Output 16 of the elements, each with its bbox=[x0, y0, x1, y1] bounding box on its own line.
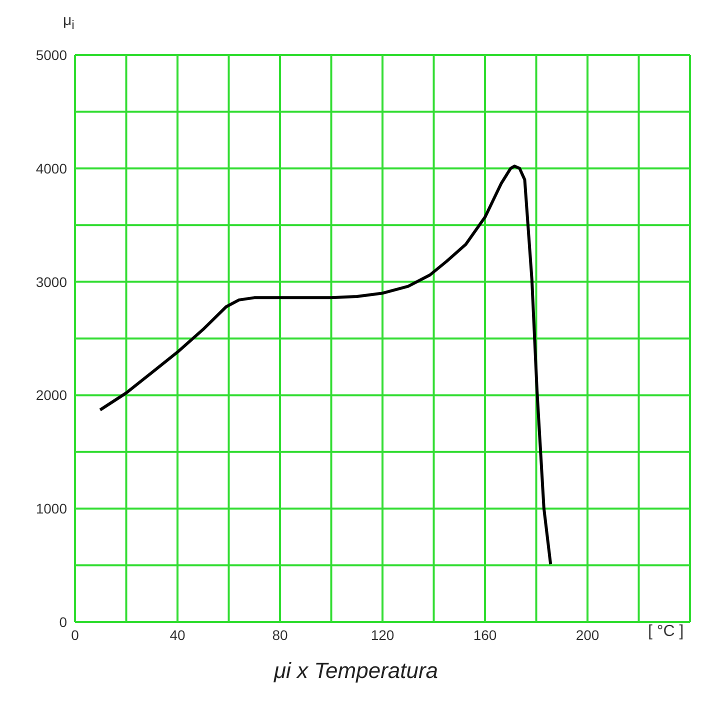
x-tick-label: 0 bbox=[71, 626, 80, 643]
y-axis-title: μ$_{i}$ bbox=[63, 12, 74, 32]
y-tick-label: 4000 bbox=[36, 160, 68, 176]
line-series bbox=[98, 164, 552, 566]
x-axis-title: [ °C ] bbox=[648, 623, 684, 641]
x-tick-label: 160 bbox=[473, 626, 497, 643]
text: μi x Temperatura bbox=[272, 658, 440, 684]
x-tick-label: 120 bbox=[370, 626, 394, 643]
y-tick-label: 0 bbox=[59, 614, 68, 630]
y-tick-label: 3000 bbox=[36, 274, 68, 290]
y-tick-label: 1000 bbox=[36, 500, 68, 517]
x-tick-label: 40 bbox=[170, 626, 186, 643]
y-tick-label: 2000 bbox=[36, 387, 68, 404]
x-tick-label: 80 bbox=[272, 626, 288, 643]
y-tick-label: 5000 bbox=[36, 46, 68, 63]
x-tick-label: 200 bbox=[576, 626, 600, 643]
